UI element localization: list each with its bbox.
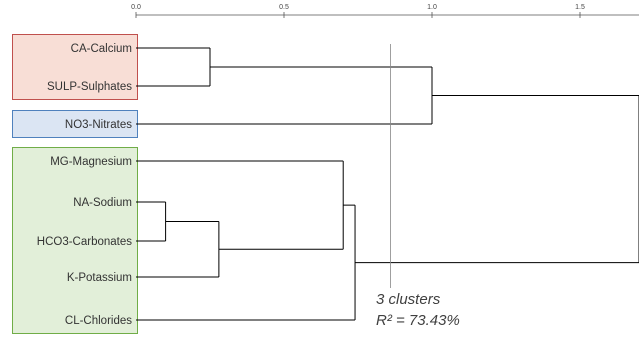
leaf-label-1: SULP-Sulphates — [47, 81, 132, 93]
leaf-label-6: K-Potassium — [67, 272, 132, 284]
leaf-label-5: HCO3-Carbonates — [37, 236, 132, 248]
leaf-label-0: CA-Calcium — [71, 43, 132, 55]
cluster-box-calcium-sulphates — [12, 34, 138, 100]
r-squared-annotation: R² = 73.43% — [376, 312, 460, 329]
x-tick-label-1: 0.5 — [279, 4, 289, 11]
x-tick-label-3: 1.5 — [575, 4, 585, 11]
x-tick-label-2: 1.0 — [427, 4, 437, 11]
cluster-box-nitrates — [12, 110, 138, 138]
cluster-count-annotation: 3 clusters — [376, 291, 441, 308]
leaf-label-2: NO3-Nitrates — [65, 119, 132, 131]
leaf-label-3: MG-Magnesium — [50, 156, 132, 168]
leaf-label-7: CL-Chlorides — [65, 315, 132, 327]
x-tick-label-0: 0.0 — [131, 4, 141, 11]
leaf-label-4: NA-Sodium — [73, 197, 132, 209]
cluster-box-magnesium-chlorides — [12, 147, 138, 334]
